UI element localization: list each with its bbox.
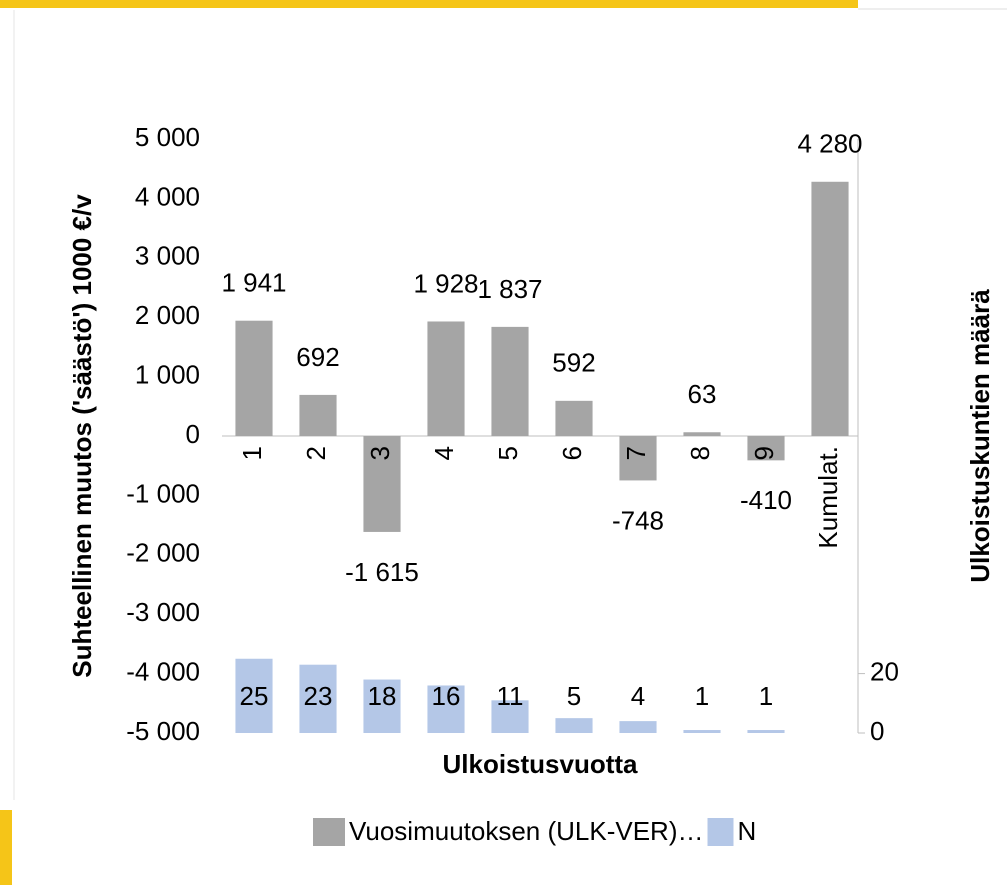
legend-label: N [738,816,757,846]
top-accent [0,0,858,8]
value-label: 1 [695,681,709,711]
y2-tick-label: 0 [870,716,884,746]
x-tick-label: 4 [429,446,459,460]
bar [299,394,337,436]
y2-tick-label: 20 [870,656,899,686]
y-tick-label: 1 000 [135,359,200,389]
y-tick-label: -5 000 [126,716,200,746]
value-label: 4 280 [797,129,862,159]
bar-n [683,730,721,733]
value-label: 1 941 [221,268,286,298]
value-label: 4 [631,681,645,711]
legend-label: Vuosimuutoksen (ULK-VER)… [349,816,704,846]
y-tick-label: -2 000 [126,538,200,568]
bar [363,436,401,532]
value-label: 1 928 [413,268,478,298]
x-axis-title: Ulkoistusvuotta [442,749,638,779]
value-label: 692 [296,342,339,372]
x-tick-label: 8 [685,446,715,460]
x-tick-label: 5 [493,446,523,460]
bar-n [747,730,785,733]
bar-n [491,700,529,733]
value-label: 5 [567,681,581,711]
bar [555,400,593,436]
bar [427,321,465,436]
x-tick-label: 1 [237,446,267,460]
bar-n [363,679,401,733]
legend-swatch [707,818,734,846]
y-tick-label: 4 000 [135,181,200,211]
bar [811,181,849,436]
value-label: -748 [612,505,664,535]
bar-n [299,664,337,733]
x-tick-label: 7 [621,446,651,460]
y-tick-label: -4 000 [126,656,200,686]
x-tick-label: Kumulat. [813,446,843,549]
y2-axis-title: Ulkoistuskuntien määrä [965,289,995,583]
y-tick-label: -3 000 [126,597,200,627]
x-tick-label: 9 [749,446,779,460]
value-label: 18 [368,681,397,711]
bar [747,436,785,461]
value-label: -410 [740,485,792,515]
bar-n [619,721,657,733]
value-label: 63 [688,379,717,409]
x-tick-label: 2 [301,446,331,460]
value-label: 23 [304,681,333,711]
value-label: 1 837 [477,274,542,304]
value-label: 1 [759,681,773,711]
bar [683,432,721,436]
y-tick-label: 0 [186,419,200,449]
bar-n [427,685,465,733]
bar [491,326,529,436]
y-tick-label: -1 000 [126,478,200,508]
value-label: 592 [552,348,595,378]
value-label: 25 [240,681,269,711]
side-accent [0,810,12,885]
bar [619,436,657,481]
x-tick-label: 6 [557,446,587,460]
legend-swatch [313,818,345,846]
bar-n [555,718,593,733]
value-label: -1 615 [345,557,419,587]
y-tick-label: 3 000 [135,241,200,271]
value-label: 16 [432,681,461,711]
y-tick-label: 2 000 [135,300,200,330]
value-label: 11 [497,681,524,711]
y-tick-label: 5 000 [135,122,200,152]
bar [235,320,273,436]
y-axis-title: Suhteellinen muutos ('säästö') 1000 €/v [67,194,97,678]
bar-n [235,658,273,733]
x-tick-label: 3 [365,446,395,460]
